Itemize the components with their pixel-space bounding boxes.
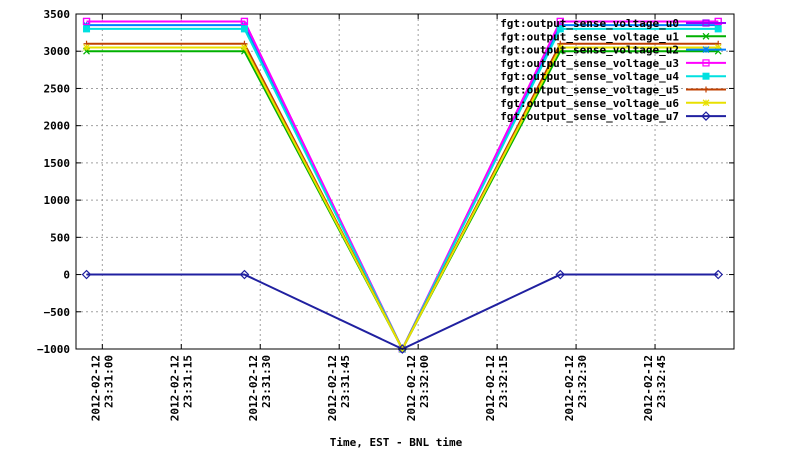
data-point [83,25,91,33]
x-tick-date: 2012-02-12 [89,355,102,421]
data-point [713,269,724,280]
y-tick-label: 0 [63,269,70,282]
x-tick-date: 2012-02-12 [642,355,655,421]
y-tick-label: 3000 [44,45,71,58]
legend-item: fgt:output_sense_voltage_u7 [500,110,726,123]
legend-label: fgt:output_sense_voltage_u6 [500,97,679,110]
x-tick-date: 2012-02-12 [326,355,339,421]
legend-item: fgt:output_sense_voltage_u5 [500,84,726,97]
legend: fgt:output_sense_voltage_u0fgt:output_se… [500,17,726,123]
y-tick-label: −500 [44,306,71,319]
x-tick-label: 2012-02-12 23:31:15 [168,355,194,421]
data-point [239,269,250,280]
legend-label: fgt:output_sense_voltage_u7 [500,110,679,123]
x-tick-date: 2012-02-12 [563,355,576,421]
y-tick-label: 500 [50,231,70,244]
legend-label: fgt:output_sense_voltage_u0 [500,17,679,30]
legend-marker [702,46,710,54]
legend-item: fgt:output_sense_voltage_u4 [500,70,726,83]
x-tick-time: 23:32:15 [497,355,510,408]
data-point [240,17,249,26]
y-tick-label: 1000 [44,194,71,207]
x-tick-label: 2012-02-12 23:32:00 [405,355,431,421]
legend-item: fgt:output_sense_voltage_u2 [500,44,726,57]
data-point [82,17,91,26]
legend-label: fgt:output_sense_voltage_u3 [500,57,679,70]
x-tick-date: 2012-02-12 [405,355,418,421]
y-tick-label: 3500 [44,8,71,21]
x-tick-time: 23:32:45 [655,355,668,408]
data-point [83,21,90,29]
x-axis-title: Time, EST - BNL time [330,436,463,449]
x-tick-label: 2012-02-12 23:31:30 [247,355,273,421]
x-tick-label: 2012-02-12 23:31:45 [326,355,352,421]
legend-marker [702,99,710,107]
x-tick-date: 2012-02-12 [168,355,181,421]
legend-marker [702,72,710,80]
x-tick-time: 23:32:30 [576,355,589,408]
legend-marker [702,59,710,67]
plot-frame [75,13,735,350]
legend-item: fgt:output_sense_voltage_u1 [500,30,726,43]
data-point [241,21,248,29]
y-tick-label: −1000 [37,343,70,356]
data-point [714,21,722,29]
x-tick-time: 23:31:00 [102,355,115,408]
grid-lines [76,13,734,350]
data-point [714,25,722,33]
x-tick-label: 2012-02-12 23:31:00 [89,355,115,421]
y-tick-label: 2000 [44,120,71,133]
legend-label: fgt:output_sense_voltage_u5 [500,84,679,97]
data-point [83,44,90,51]
data-point [81,269,92,280]
data-point [556,25,564,33]
x-axis: 2012-02-12 23:31:00 2012-02-12 23:31:15 2012… [89,14,668,421]
legend-item: fgt:output_sense_voltage_u6 [500,97,726,110]
x-tick-time: 23:31:45 [339,355,352,408]
x-tick-label: 2012-02-12 23:32:30 [563,355,589,421]
x-tick-time: 23:31:30 [260,355,273,408]
data-point [714,17,722,26]
x-tick-label: 2012-02-12 23:32:45 [642,355,668,421]
x-tick-label: 2012-02-12 23:32:15 [484,355,510,421]
x-tick-date: 2012-02-12 [247,355,260,421]
legend-label: fgt:output_sense_voltage_u2 [500,44,679,57]
x-tick-time: 23:31:15 [181,355,194,408]
legend-item: fgt:output_sense_voltage_u0 [500,17,726,30]
x-tick-date: 2012-02-12 [484,355,497,421]
legend-marker [702,19,710,27]
y-tick-label: 2500 [44,82,71,95]
data-point [556,17,564,26]
legend-label: fgt:output_sense_voltage_u1 [500,30,679,43]
legend-marker [701,111,711,121]
data-point [555,269,566,280]
data-point [556,44,564,51]
data-point [556,21,564,29]
y-axis: −1000 −500 0 500 1000 1500 2000 2500 3000 3500 [37,8,734,356]
y-tick-label: 1500 [44,157,71,170]
data-point [241,44,248,51]
data-point [714,44,722,51]
legend-item: fgt:output_sense_voltage_u3 [500,57,726,70]
legend-marker [703,86,709,93]
legend-marker [702,32,710,40]
data-point [240,25,248,33]
legend-label: fgt:output_sense_voltage_u4 [500,70,679,83]
data-point [397,344,408,354]
x-tick-time: 23:32:00 [418,355,431,408]
